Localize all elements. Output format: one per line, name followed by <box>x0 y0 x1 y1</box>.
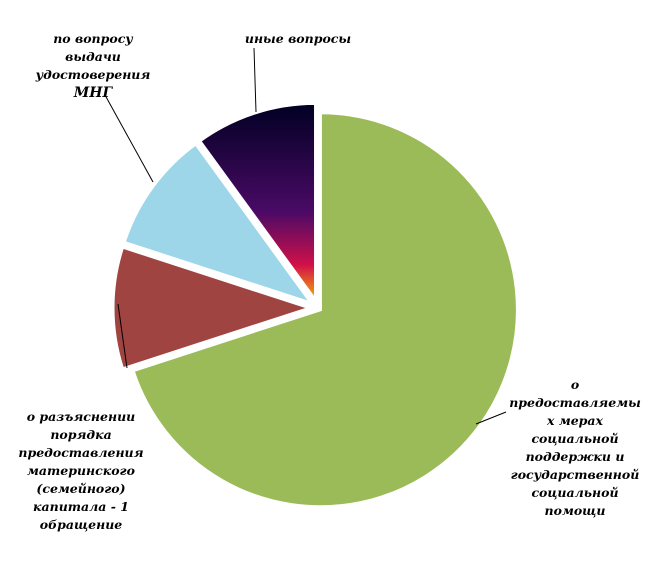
slice-label-mng-certificate: по вопросу выдачи удостоверения МНГ <box>35 31 151 101</box>
slice-social-support <box>131 111 519 509</box>
slice-label-other-questions: иные вопросы <box>244 31 352 46</box>
slice-label-maternity-capital: о разъяснении порядка предоставления матери… <box>18 409 144 532</box>
slice-other-questions <box>197 101 318 306</box>
leader-line-3 <box>253 47 257 113</box>
leader-line-1 <box>117 303 128 369</box>
slice-label-social-support: о предоставляемы х мерах социальной поддержк… <box>509 377 641 518</box>
leader-line-2 <box>104 94 154 183</box>
leader-line-0 <box>475 411 507 425</box>
slice-maternity-capital <box>111 245 315 371</box>
slice-mng-certificate <box>122 141 316 307</box>
